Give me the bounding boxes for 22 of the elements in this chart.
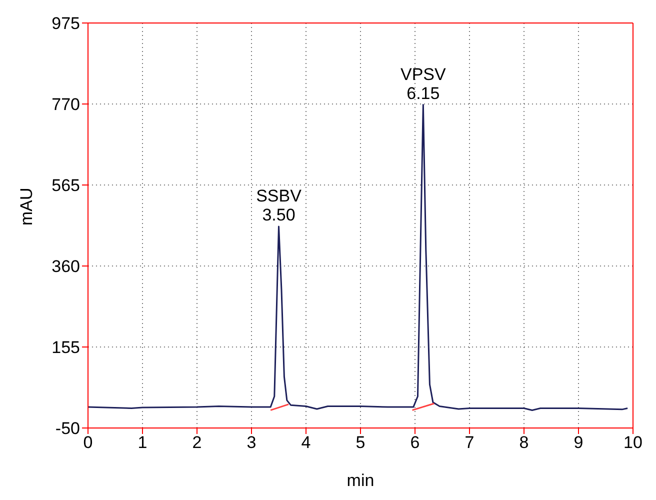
x-tick-label: 0 [83,433,93,452]
y-tick-label: 770 [52,95,80,114]
x-tick-label: 8 [519,433,529,452]
x-axis-title: min [346,471,374,490]
x-tick-label: 4 [301,433,311,452]
line-series [88,104,628,411]
x-tick-label: 6 [410,433,420,452]
x-tick-label: 10 [624,433,642,452]
y-tick-label: 975 [52,14,80,34]
y-axis-title: mAU [17,188,36,226]
y-tick-label: 155 [52,338,80,358]
x-tick-label: 9 [574,433,584,452]
x-tick-label: 2 [192,433,202,452]
x-tick-label: 3 [246,433,256,452]
y-tick-label: 565 [52,176,80,196]
annotation: SSBV 3.50 [256,186,302,224]
x-tick-label: 7 [464,433,474,452]
x-tick-label: 5 [356,433,366,452]
annotation: VPSV 6.15 [400,64,447,103]
y-tick-label: 360 [52,257,80,276]
y-tick-label: -50 [55,419,80,438]
x-tick-label: 1 [138,433,148,452]
